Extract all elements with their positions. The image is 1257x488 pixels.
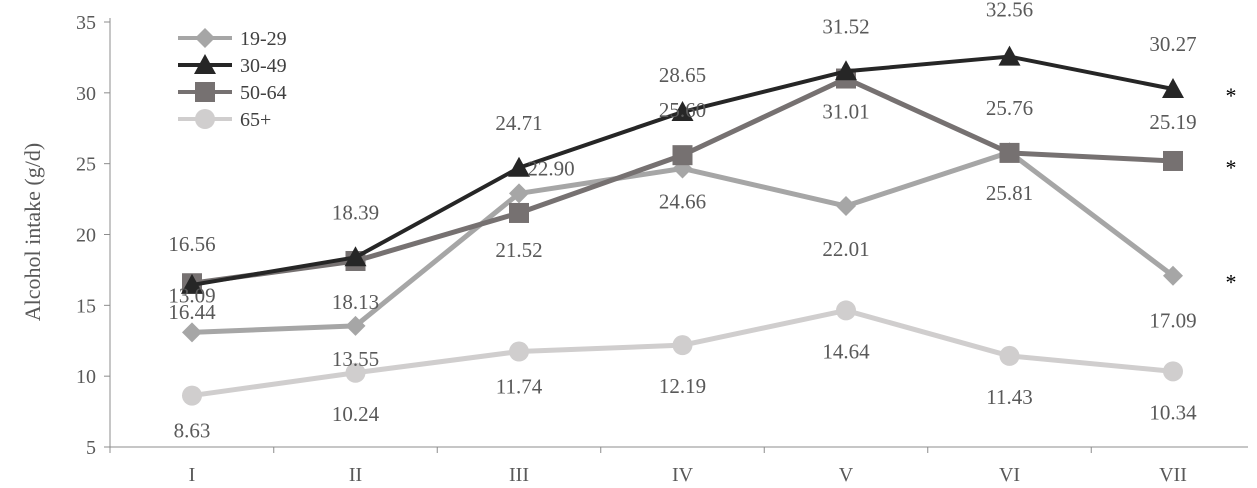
data-point <box>1163 150 1183 171</box>
legend-swatch-marker <box>195 82 215 102</box>
x-tick-label: III <box>509 464 529 486</box>
data-point <box>1163 361 1183 382</box>
data-point <box>999 345 1020 366</box>
y-tick-label: 25 <box>76 154 96 176</box>
data-label: 11.43 <box>986 385 1032 409</box>
data-point <box>836 196 856 217</box>
x-tick-label: II <box>349 464 362 486</box>
legend-swatch-marker <box>195 28 215 48</box>
data-label: 18.13 <box>332 290 379 314</box>
x-tick-label: VI <box>999 464 1020 486</box>
data-label: 14.64 <box>822 339 870 363</box>
y-tick-label: 30 <box>76 83 96 105</box>
data-point <box>345 362 366 383</box>
legend-item: 30-49 <box>178 54 287 77</box>
legend-swatch-marker <box>194 54 216 74</box>
data-label: 25.19 <box>1149 110 1196 134</box>
data-label: 32.56 <box>986 0 1033 22</box>
x-tick-label: IV <box>672 464 694 486</box>
data-point <box>998 45 1021 66</box>
y-tick-label: 15 <box>76 295 96 317</box>
legend-label: 50-64 <box>240 82 287 104</box>
data-point <box>836 300 856 321</box>
data-point <box>181 273 203 294</box>
y-axis-label: Alcohol intake (g/d) <box>20 143 45 321</box>
data-label: 10.24 <box>332 402 380 426</box>
data-label: 16.44 <box>168 300 216 324</box>
data-label: 24.66 <box>659 189 706 213</box>
data-label: 17.09 <box>1149 309 1196 333</box>
data-label: 25.60 <box>659 98 706 122</box>
y-tick-label: 5 <box>86 437 96 459</box>
data-label: 16.56 <box>168 232 215 256</box>
data-point <box>509 341 529 362</box>
data-label: 10.34 <box>1149 400 1197 424</box>
data-label: 25.81 <box>986 181 1033 205</box>
series-layer <box>181 45 1184 406</box>
x-tick-label: I <box>189 464 196 486</box>
series-65+ <box>182 300 1183 406</box>
data-label: 13.55 <box>332 347 379 371</box>
data-label: 18.39 <box>332 200 379 224</box>
data-point <box>182 322 202 343</box>
data-point <box>508 156 530 177</box>
data-label: 8.63 <box>174 419 211 443</box>
significance-marker: * <box>1226 155 1237 180</box>
data-point <box>835 60 857 81</box>
legend-item: 50-64 <box>178 82 287 104</box>
legend-item: 19-29 <box>178 28 287 50</box>
data-point <box>672 335 693 356</box>
data-label: 21.52 <box>495 238 542 262</box>
data-point <box>345 315 366 336</box>
data-label: 22.90 <box>527 156 574 180</box>
legend: 19-29 30-49 50-64 65+ <box>178 28 287 131</box>
data-label: 13.09 <box>168 283 215 307</box>
data-point <box>672 145 693 166</box>
data-point <box>182 385 202 406</box>
data-label: 30.27 <box>1149 32 1196 56</box>
data-label: 24.71 <box>495 111 542 135</box>
data-point <box>671 100 694 121</box>
y-tick-label: 35 <box>76 12 96 34</box>
data-label: 12.19 <box>659 374 706 398</box>
data-point <box>1163 265 1183 286</box>
data-point <box>999 142 1020 163</box>
series-30-49 <box>181 45 1184 294</box>
data-label: 31.01 <box>822 100 869 124</box>
data-point <box>1162 78 1184 99</box>
significance-marker: * <box>1226 83 1237 108</box>
legend-item: 65+ <box>178 109 271 131</box>
x-tick-label: V <box>839 464 854 486</box>
data-point <box>344 246 367 267</box>
y-tick-label: 20 <box>76 225 96 247</box>
x-tick-label: VII <box>1159 464 1187 486</box>
legend-label: 30-49 <box>240 55 287 77</box>
legend-label: 65+ <box>240 109 271 131</box>
data-label: 25.76 <box>986 96 1033 120</box>
y-tick-label: 10 <box>76 366 96 388</box>
legend-swatch-marker <box>195 109 215 129</box>
legend-label: 19-29 <box>240 28 287 50</box>
data-point <box>509 183 529 204</box>
data-label: 28.65 <box>659 63 706 87</box>
data-label: 22.01 <box>822 237 869 261</box>
data-label: 11.74 <box>496 375 543 399</box>
data-point <box>509 202 529 223</box>
significance-marker: * <box>1226 270 1237 295</box>
data-label: 31.52 <box>822 14 869 38</box>
